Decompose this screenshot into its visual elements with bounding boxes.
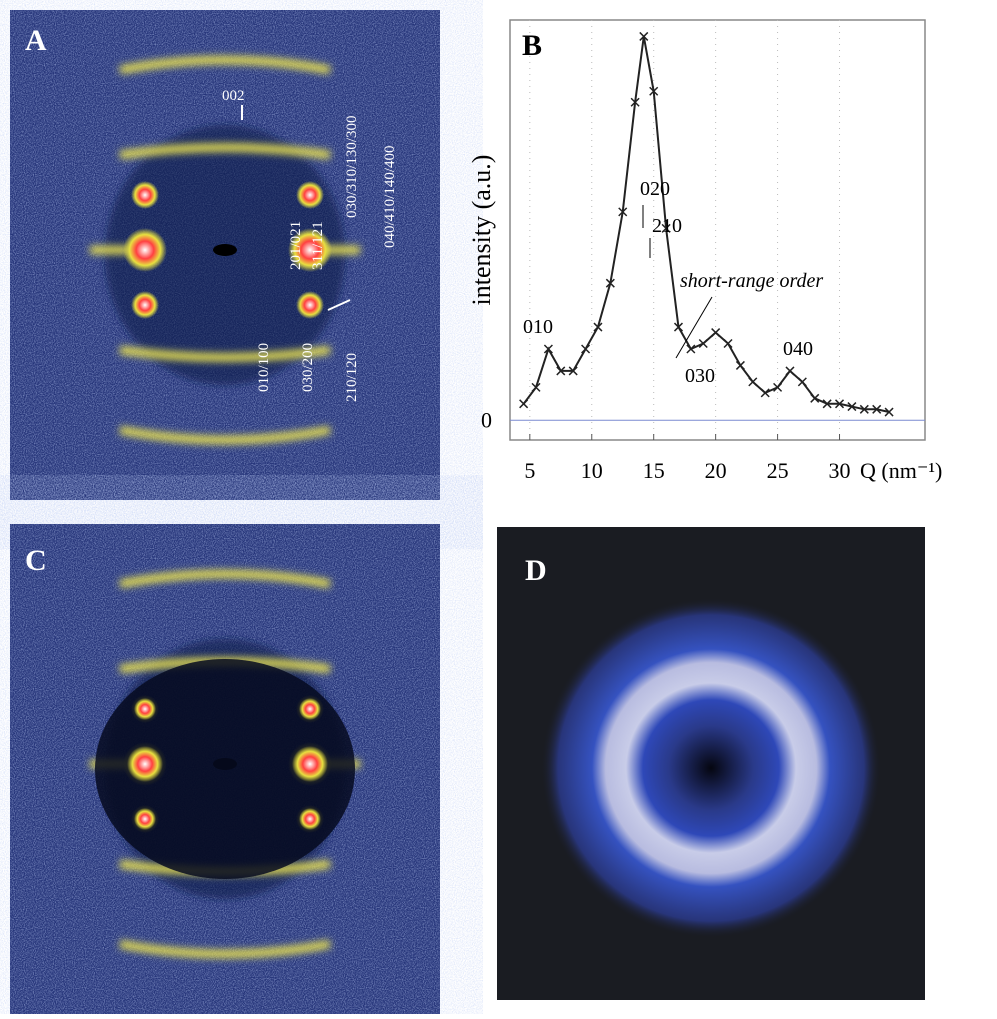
x-axis-label: Q (nm⁻¹)	[860, 458, 942, 483]
reflection-label: 002	[222, 88, 245, 104]
reflection-label: 040/410/140/400	[382, 145, 398, 248]
panel-letter: A	[25, 24, 47, 57]
x-tick-label: 10	[581, 458, 603, 483]
annotation-line	[675, 296, 713, 359]
data-point	[698, 338, 708, 349]
data-point	[519, 399, 529, 409]
reflection-label: 030/310/130/300	[344, 115, 360, 218]
x-tick-label: 30	[829, 458, 851, 483]
reflection-label: 030/200	[300, 343, 316, 392]
reflection-label: 201/021	[288, 221, 304, 270]
data-point	[639, 31, 649, 41]
data-point	[822, 399, 832, 409]
panel-d	[497, 527, 925, 1000]
y-axis-label: intensity (a.u.)	[467, 155, 496, 306]
data-point	[556, 366, 566, 376]
annotation: short-range order	[680, 270, 823, 292]
panel-letter: B	[522, 29, 542, 62]
annotation: 030	[685, 365, 715, 387]
panel-letter: C	[25, 544, 47, 577]
data-point	[605, 278, 615, 288]
data-point	[581, 344, 591, 354]
data-point	[884, 407, 894, 417]
data-point	[568, 366, 578, 376]
reflection-label: 311/121	[310, 221, 326, 270]
annotation: 040	[783, 338, 813, 360]
data-point	[723, 338, 733, 349]
panel-c	[10, 524, 440, 1014]
data-point	[673, 322, 684, 332]
data-point	[773, 382, 783, 392]
data-point	[543, 344, 553, 354]
data-point	[748, 377, 758, 387]
reflection-label: 210/120	[344, 353, 360, 402]
x-tick-label: 15	[643, 458, 665, 483]
data-point	[661, 223, 671, 233]
data-point	[810, 393, 820, 403]
annotation: 010	[523, 316, 553, 338]
reflection-label: 010/100	[256, 343, 272, 392]
annotation: 210	[652, 215, 682, 237]
data-point	[735, 360, 745, 370]
data-point	[859, 404, 869, 414]
data-point	[872, 404, 882, 414]
data-point	[618, 207, 628, 217]
x-tick-label: 20	[705, 458, 727, 483]
data-point	[760, 388, 770, 398]
data-point	[686, 344, 696, 354]
panel-a	[10, 10, 440, 500]
data-point	[785, 366, 795, 376]
data-point	[593, 322, 603, 332]
data-point	[630, 97, 640, 107]
annotation: 020	[640, 178, 670, 200]
data-point	[711, 328, 721, 338]
data-point	[847, 402, 857, 412]
x-tick-label: 25	[767, 458, 789, 483]
data-point	[797, 377, 807, 387]
data-point	[531, 382, 541, 392]
data-point	[649, 86, 659, 96]
x-tick-label: 5	[524, 458, 535, 483]
panel-letter: D	[525, 554, 547, 587]
data-point	[834, 399, 845, 409]
plot-frame	[509, 19, 926, 441]
y-tick-label: 0	[481, 407, 492, 432]
